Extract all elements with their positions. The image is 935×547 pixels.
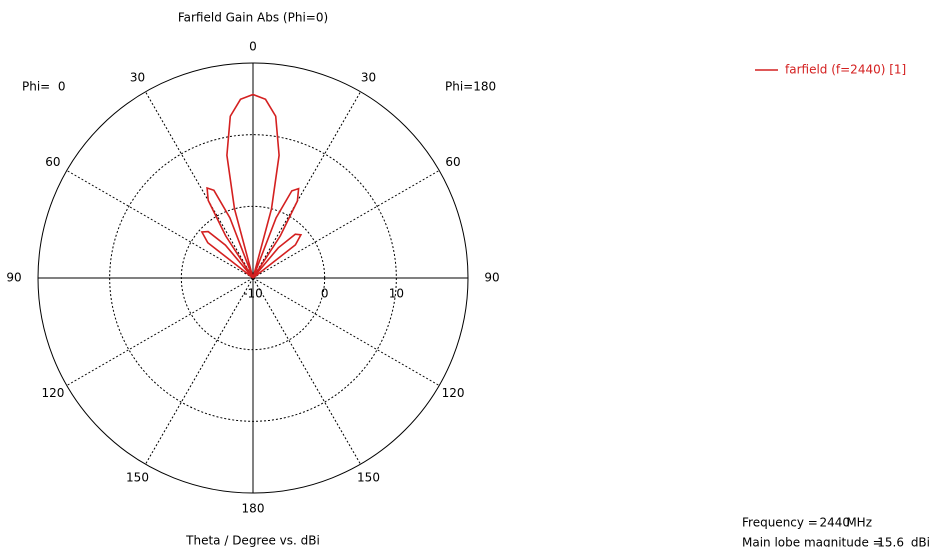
info-label: Frequency =: [742, 516, 818, 530]
info-value: 2440: [819, 516, 850, 530]
grid-spoke: [252, 277, 440, 386]
grid-spoke: [66, 277, 254, 386]
grid-spoke: [66, 170, 254, 279]
theta-tick-label: 0: [249, 40, 257, 54]
info-value: 15.6: [877, 536, 904, 547]
grid-spoke: [145, 277, 254, 465]
grid-spoke: [145, 91, 254, 279]
grid-spoke: [252, 170, 440, 279]
theta-tick-label: 30: [361, 70, 376, 84]
chart-title: Farfield Gain Abs (Phi=0): [178, 11, 328, 25]
left-label: Phi= 0: [22, 80, 66, 94]
theta-tick-label: 120: [442, 386, 465, 400]
theta-tick-label: 30: [130, 70, 145, 84]
grid-spoke: [252, 277, 361, 465]
theta-tick-label: 120: [41, 386, 64, 400]
r-tick-label: 10: [389, 287, 404, 301]
right-label: Phi=180: [445, 80, 496, 94]
theta-tick-label: 180: [242, 502, 265, 516]
info-label: Main lobe magnitude =: [742, 536, 883, 547]
theta-tick-label: 150: [126, 471, 149, 485]
theta-tick-label: 90: [484, 271, 499, 285]
r-tick-label: 0: [321, 287, 329, 301]
theta-tick-label: 60: [45, 155, 60, 169]
info-unit: dBi: [911, 536, 930, 547]
theta-tick-label: 60: [445, 155, 460, 169]
legend-label: farfield (f=2440) [1]: [785, 63, 906, 77]
x-axis-label: Theta / Degree vs. dBi: [185, 534, 320, 547]
grid-spoke: [252, 91, 361, 279]
series-line: [200, 93, 303, 279]
theta-tick-label: 90: [6, 271, 21, 285]
info-unit: MHz: [846, 516, 872, 530]
theta-tick-label: 150: [357, 471, 380, 485]
